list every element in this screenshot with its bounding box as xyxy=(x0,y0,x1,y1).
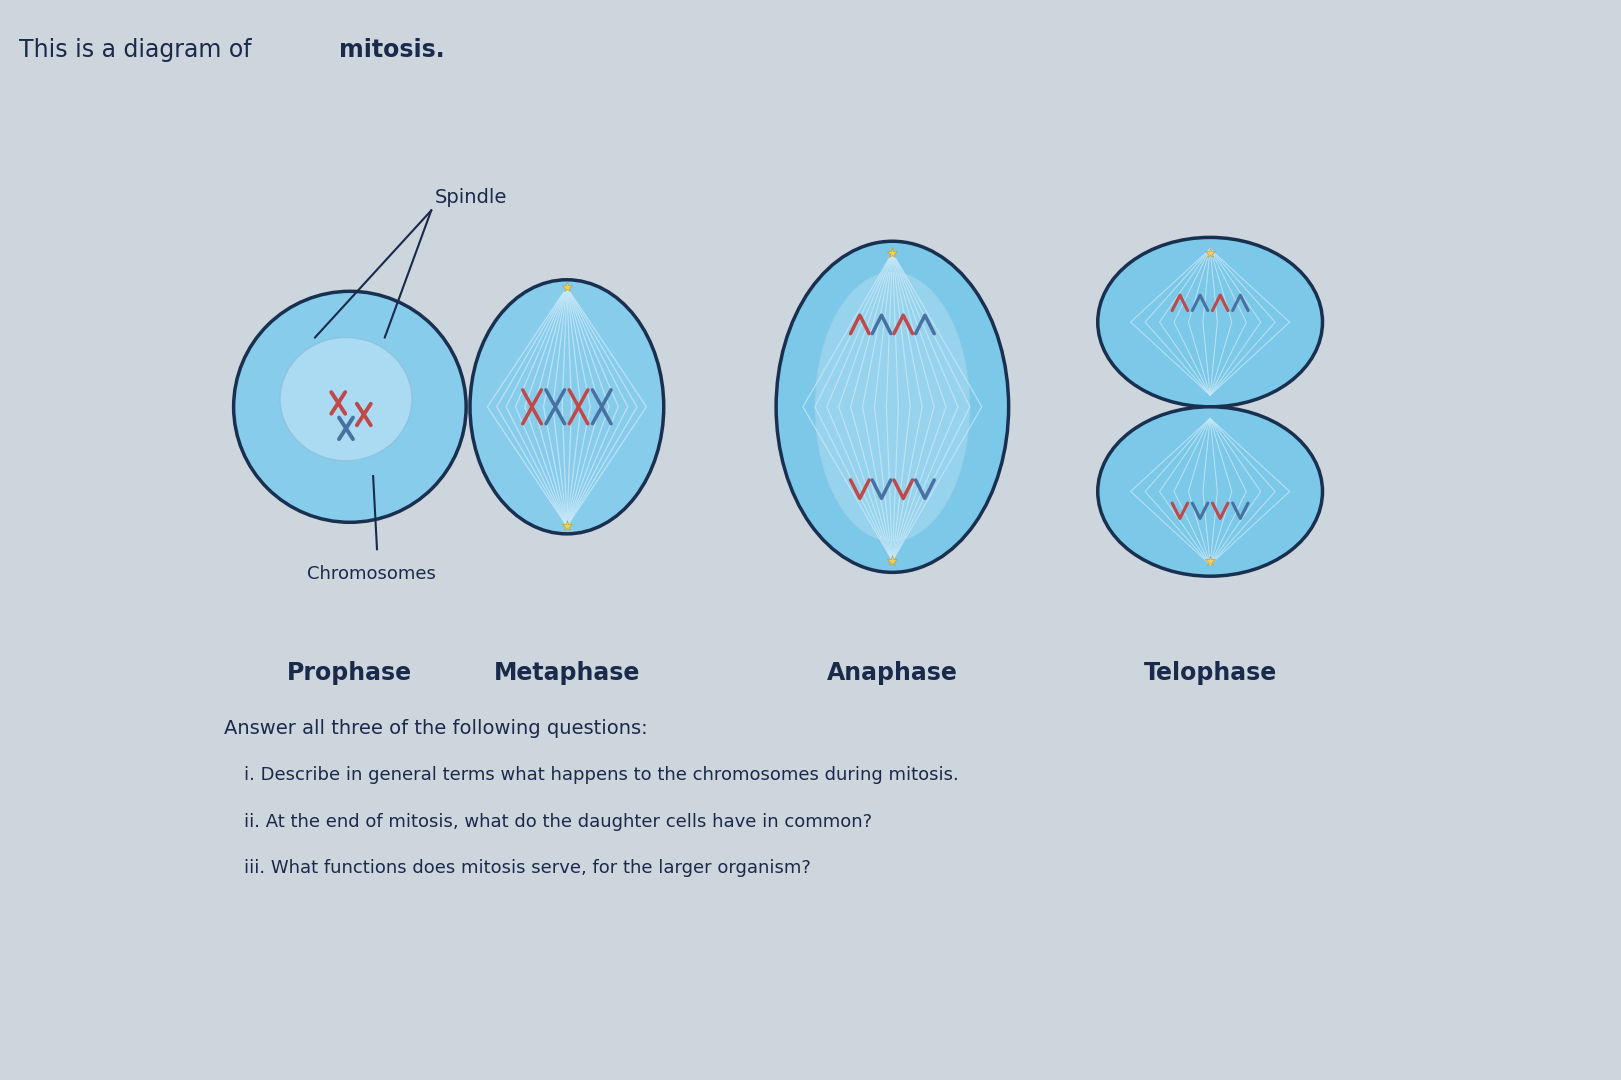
Text: iii. What functions does mitosis serve, for the larger organism?: iii. What functions does mitosis serve, … xyxy=(243,859,810,877)
Ellipse shape xyxy=(776,241,1008,572)
Text: ii. At the end of mitosis, what do the daughter cells have in common?: ii. At the end of mitosis, what do the d… xyxy=(243,812,872,831)
Text: Spindle: Spindle xyxy=(434,188,507,206)
Text: Telophase: Telophase xyxy=(1143,661,1277,685)
Text: Metaphase: Metaphase xyxy=(494,661,640,685)
Text: i. Describe in general terms what happens to the chromosomes during mitosis.: i. Describe in general terms what happen… xyxy=(243,767,958,784)
Text: Anaphase: Anaphase xyxy=(827,661,958,685)
Text: Chromosomes: Chromosomes xyxy=(308,565,436,582)
Text: mitosis.: mitosis. xyxy=(339,38,446,62)
Text: This is a diagram of: This is a diagram of xyxy=(19,38,259,62)
Ellipse shape xyxy=(470,280,663,534)
Ellipse shape xyxy=(233,292,467,523)
Text: Answer all three of the following questions:: Answer all three of the following questi… xyxy=(224,718,648,738)
Ellipse shape xyxy=(280,337,412,461)
Text: Prophase: Prophase xyxy=(287,661,412,685)
Ellipse shape xyxy=(1097,407,1323,577)
Ellipse shape xyxy=(1097,238,1323,407)
Ellipse shape xyxy=(815,272,969,541)
